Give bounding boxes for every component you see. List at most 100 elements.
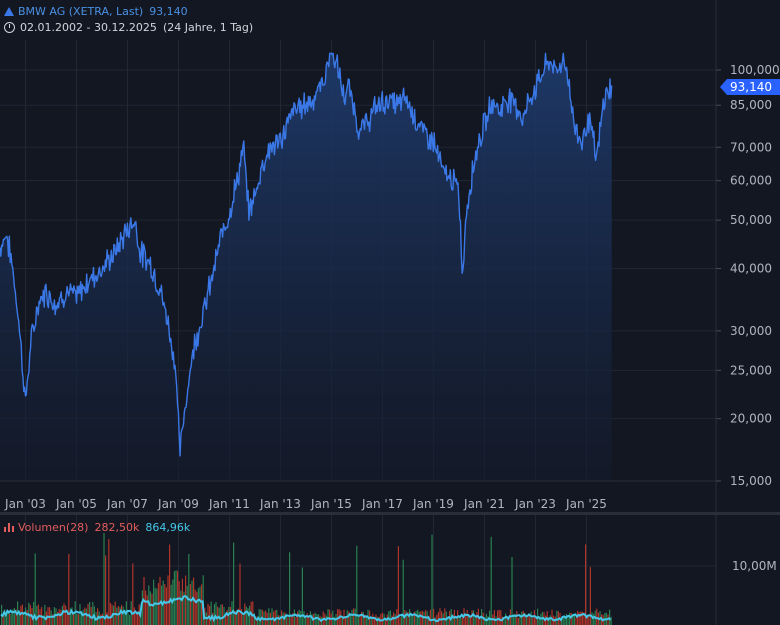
volume-bar (170, 584, 172, 625)
volume-bar (77, 614, 79, 625)
x-tick-label: Jan '09 (157, 497, 199, 511)
volume-bar (191, 580, 193, 625)
volume-bar (429, 609, 431, 625)
volume-bar (295, 616, 297, 625)
y-tick-label: 100,000 (730, 63, 780, 77)
volume-bar (548, 617, 550, 625)
volume-bar (100, 614, 102, 625)
volume-bar (301, 567, 303, 625)
volume-bar (186, 585, 188, 625)
legend-symbol[interactable]: BMW AG (XETRA, Last) 93,140 (4, 5, 188, 19)
volume-bar (133, 607, 135, 625)
volume-bar (292, 613, 294, 625)
volume-bar (490, 536, 492, 625)
volume-bar (573, 613, 575, 625)
volume-bar (236, 610, 238, 625)
volume-bar (234, 610, 236, 625)
volume-bar (484, 617, 486, 625)
volume-bar (85, 608, 87, 625)
volume-bar (583, 612, 585, 625)
volume-bar (151, 593, 153, 625)
volume-bar (228, 606, 230, 625)
volume-bar (39, 609, 41, 625)
volume-bar (524, 612, 526, 625)
volume-bar (66, 614, 68, 625)
volume-bar (413, 611, 415, 625)
volume-bar (13, 607, 15, 625)
volume-bar (252, 601, 254, 625)
volume-bar (361, 611, 363, 625)
legend-date-range[interactable]: 02.01.2002 - 30.12.2025 (24 Jahre, 1 Tag) (4, 21, 253, 35)
volume-bar (441, 611, 443, 625)
volume-bar (503, 617, 505, 625)
volume-bar (497, 610, 499, 625)
area-chart-icon (4, 7, 14, 16)
x-tick-label: Jan '05 (55, 497, 97, 511)
volume-bar (20, 605, 22, 625)
volume-bar (137, 611, 139, 625)
volume-bar (4, 609, 6, 625)
volume-bar (193, 577, 195, 625)
volume-bar (305, 617, 307, 625)
x-tick-label: Jan '03 (4, 497, 46, 511)
volume-bar (188, 554, 190, 625)
volume-bar (389, 610, 391, 625)
volume-bar (428, 615, 430, 625)
volume-bar (247, 608, 249, 625)
volume-bar (233, 542, 235, 625)
volume-bar (575, 617, 577, 625)
volume-bar (591, 612, 593, 625)
volume-bar (412, 614, 414, 625)
volume-bar (418, 611, 420, 625)
volume-bar (508, 617, 510, 625)
legend-volume[interactable]: Volumen(28) 282,50k 864,96k (4, 521, 190, 535)
volume-bar (513, 614, 515, 625)
volume-bar (215, 602, 217, 625)
volume-bar (359, 615, 361, 625)
volume-bar (580, 611, 582, 625)
volume-bar (498, 609, 500, 625)
volume-bar (124, 610, 126, 625)
volume-bar (297, 611, 299, 625)
volume-bar (169, 544, 171, 625)
volume-bar (514, 613, 516, 625)
volume-bar (452, 614, 454, 625)
volume-bar (341, 617, 343, 625)
volume-bar (237, 608, 239, 625)
volume-bar (532, 617, 534, 625)
volume-bar (309, 611, 311, 625)
y-axis: 100,000 85,000 70,000 60,000 50,000 40,000 30,… (715, 0, 780, 625)
date-range: 02.01.2002 - 30.12.2025 (20, 21, 157, 34)
volume-bar (69, 608, 71, 625)
x-tick-label: Jan '07 (106, 497, 148, 511)
volume-bar (535, 616, 537, 625)
volume-bar (525, 614, 527, 625)
volume-bar (362, 611, 364, 625)
volume-bar (225, 614, 227, 625)
volume-bar (116, 607, 118, 625)
volume-ma-line (0, 595, 612, 623)
volume-bar (300, 610, 302, 625)
volume-bar (277, 615, 279, 625)
volume-bar (327, 609, 329, 625)
volume-bar (127, 612, 129, 625)
volume-bar (410, 615, 412, 625)
volume-bar (146, 595, 148, 625)
x-tick-label: Jan '13 (259, 497, 301, 511)
volume-bar (437, 612, 439, 625)
volume-bar (436, 614, 438, 625)
volume-bar (549, 615, 551, 625)
y-tick-label: 25,000 (730, 363, 772, 377)
volume-bar (154, 587, 156, 625)
volume-bar (121, 605, 123, 625)
x-tick-label: Jan '21 (463, 497, 505, 511)
volume-bar (90, 607, 92, 625)
volume-bar (381, 612, 383, 625)
volume-bar (55, 608, 57, 625)
symbol-name: BMW AG (XETRA, Last) (18, 5, 144, 18)
volume-bar (439, 608, 441, 625)
x-tick-label: Jan '15 (310, 497, 352, 511)
volume-bar (474, 617, 476, 625)
volume-bar (109, 602, 111, 625)
